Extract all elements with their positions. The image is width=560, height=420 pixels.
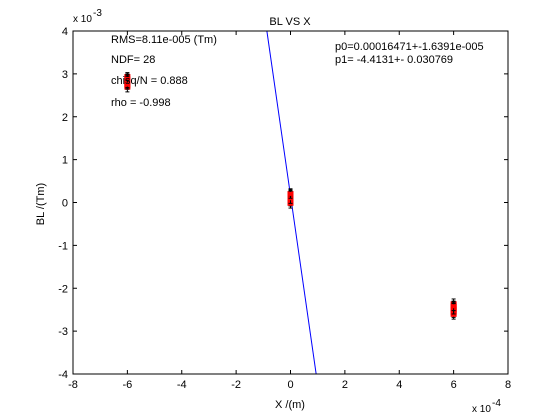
- y-ticks: -4 -3 -2 -1 0 1 2 3 4: [58, 26, 508, 381]
- x-tick-label: -8: [68, 379, 78, 391]
- data-point: [124, 79, 131, 90]
- x-tick-label: -4: [177, 379, 187, 391]
- stat-chisq: chisq/N = 0.888: [111, 75, 188, 87]
- y-tick-label: -4: [58, 369, 68, 381]
- stat-rms: RMS=8.11e-005 (Tm): [111, 34, 217, 46]
- y-tick-label: 4: [62, 26, 68, 38]
- stats-box: RMS=8.11e-005 (Tm) NDF= 28 chisq/N = 0.8…: [111, 34, 217, 109]
- x-tick-label: -6: [122, 379, 132, 391]
- x-tick-label: 4: [396, 379, 402, 391]
- point-marker: [124, 82, 131, 87]
- fit-param-p0: p0=0.00016471+-1.6391e-005: [335, 41, 484, 53]
- data-point: [287, 189, 294, 199]
- y-tick-label: -1: [58, 240, 68, 252]
- x-ticks: -8 -6 -4 -2 0 2 4 6 8: [68, 31, 511, 391]
- stat-rho: rho = -0.998: [111, 97, 171, 109]
- x-tick-label: 0: [287, 379, 293, 391]
- y-tick-label: 3: [62, 69, 68, 81]
- point-marker: [124, 77, 131, 82]
- point-marker: [450, 312, 457, 317]
- x-tick-label: -2: [231, 379, 241, 391]
- y-exponent-label: x 10 -3: [73, 8, 102, 25]
- y-tick-label: 0: [62, 198, 68, 210]
- x-exponent-power: -4: [492, 398, 501, 409]
- x-exponent-label: x 10 -4: [472, 398, 501, 415]
- x-exponent-base: x 10: [472, 404, 491, 415]
- point-marker: [450, 304, 457, 309]
- x-axis-label: X /(m): [275, 399, 305, 411]
- plot-frame: [72, 30, 509, 375]
- y-tick-label: -3: [58, 326, 68, 338]
- y-exponent-power: -3: [93, 8, 102, 19]
- fit-params-box: p0=0.00016471+-1.6391e-005 p1= -4.4131+-…: [335, 41, 484, 66]
- x-tick-label: 8: [505, 379, 511, 391]
- chart-title: BL VS X: [269, 16, 311, 28]
- stat-ndf: NDF= 28: [111, 54, 155, 66]
- fit-param-p1: p1= -4.4131+- 0.030769: [335, 54, 453, 66]
- y-tick-label: 1: [62, 155, 68, 167]
- x-tick-label: 6: [451, 379, 457, 391]
- data-points-layer: [124, 72, 457, 320]
- data-point: [450, 301, 457, 312]
- y-axis-label: BL /(Tm): [35, 183, 47, 225]
- y-tick-label: 2: [62, 112, 68, 124]
- y-tick-label: -2: [58, 283, 68, 295]
- y-exponent-base: x 10: [73, 14, 92, 25]
- point-marker: [287, 191, 294, 196]
- x-tick-label: 2: [342, 379, 348, 391]
